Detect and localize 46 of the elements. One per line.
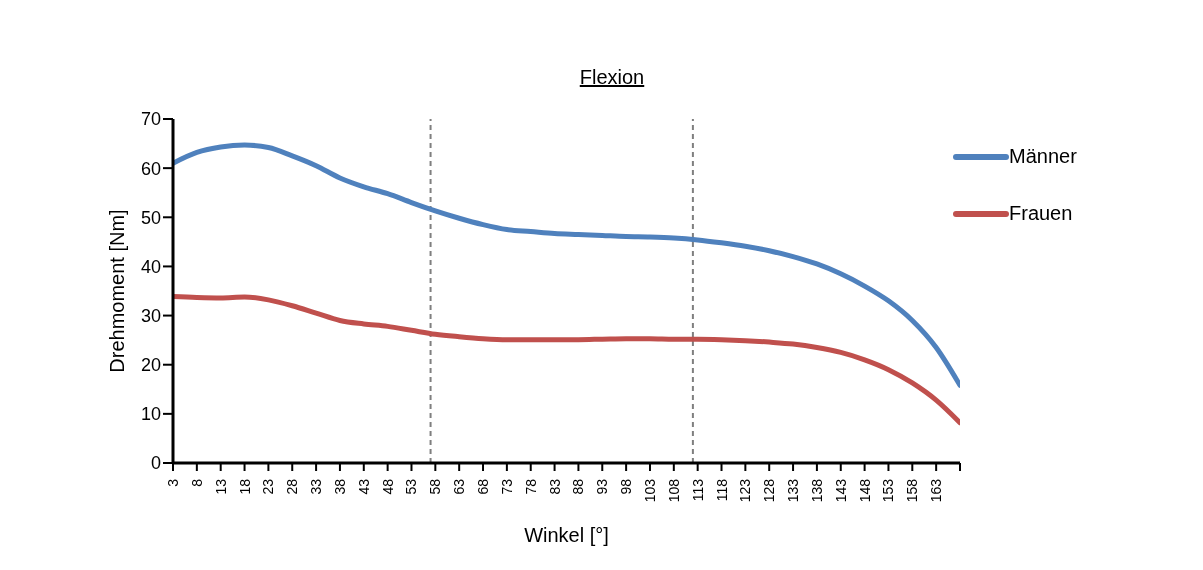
x-tick-label: 163	[928, 478, 945, 503]
x-tick-label: 133	[785, 478, 802, 503]
x-tick-label: 13	[212, 478, 229, 495]
legend-label: Frauen	[1009, 202, 1073, 225]
x-tick-label: 53	[403, 478, 420, 495]
y-tick-label: 10	[140, 404, 161, 425]
x-tick-label: 68	[475, 478, 492, 495]
x-tick-label: 8	[188, 478, 205, 487]
x-tick-label: 143	[832, 478, 849, 503]
x-tick-label: 58	[427, 478, 444, 495]
x-tick-label: 113	[689, 478, 706, 502]
x-tick-label: 78	[522, 478, 539, 495]
x-tick-label: 23	[260, 478, 277, 495]
x-tick-label: 98	[618, 478, 635, 495]
x-tick-label: 103	[641, 478, 658, 503]
chart-title: Flexion	[579, 66, 645, 88]
x-tick-label: 148	[856, 478, 873, 503]
x-axis-title: Winkel [°]	[524, 524, 609, 547]
x-tick-label: 158	[904, 478, 921, 503]
y-tick-label: 20	[140, 355, 161, 376]
x-tick-label: 123	[737, 478, 754, 503]
y-tick-label: 50	[140, 207, 161, 228]
x-tick-label: 43	[355, 478, 372, 495]
x-tick-label: 153	[880, 478, 897, 503]
x-tick-label: 108	[665, 478, 682, 503]
y-tick-label: 60	[140, 158, 161, 179]
x-tick-label: 18	[236, 478, 253, 495]
y-tick-label: 70	[140, 109, 161, 130]
x-tick-label: 118	[713, 478, 730, 502]
x-tick-label: 128	[761, 478, 778, 503]
x-tick-label: 93	[594, 478, 611, 495]
x-tick-label: 63	[451, 478, 468, 495]
x-tick-label: 33	[308, 478, 325, 495]
y-tick-label: 30	[140, 305, 161, 326]
x-tick-label: 73	[498, 478, 515, 495]
x-tick-label: 38	[331, 478, 348, 495]
x-tick-label: 83	[546, 478, 563, 495]
y-axis-title: Drehmoment [Nm]	[106, 209, 129, 373]
x-tick-label: 28	[284, 478, 301, 495]
y-tick-label: 0	[150, 453, 161, 474]
y-tick-label: 40	[140, 256, 161, 277]
x-tick-label: 48	[379, 478, 396, 495]
x-tick-label: 88	[570, 478, 587, 495]
x-tick-label: 3	[165, 478, 181, 487]
x-tick-label: 138	[808, 478, 825, 503]
legend-label: Männer	[1009, 145, 1077, 168]
